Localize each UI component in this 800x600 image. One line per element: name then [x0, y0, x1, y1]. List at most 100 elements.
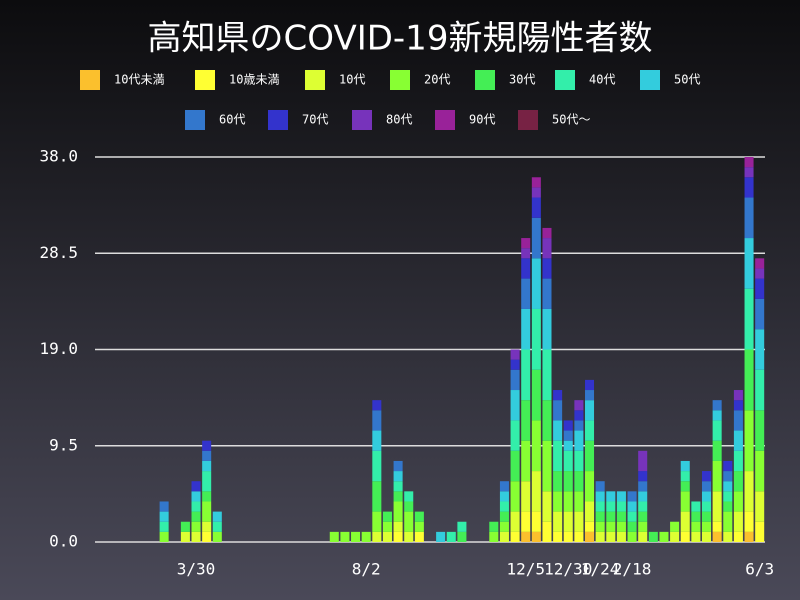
y-tick-label: 28.5 [39, 243, 78, 262]
bar-segment [361, 531, 371, 542]
bar-segment [521, 308, 531, 350]
bar-segment [733, 430, 743, 451]
bar-segment [701, 511, 712, 522]
x-tick-label: 6/3 [745, 560, 774, 579]
legend-swatch [555, 70, 575, 90]
bar-segment [553, 491, 563, 512]
legend-label: 70代 [302, 113, 328, 127]
bar-segment [446, 531, 456, 542]
bar-segment [638, 491, 648, 502]
bar-segment [733, 410, 743, 431]
bar-segment [521, 349, 531, 401]
bar-segment [638, 531, 648, 542]
bar-segment [159, 511, 169, 522]
bar-segment [670, 521, 680, 532]
bar-segment [691, 521, 701, 532]
legend-swatch [80, 70, 100, 90]
bar-segment [393, 521, 403, 532]
legend-label: 10代未満 [114, 73, 164, 87]
bar-segment [744, 531, 754, 542]
bar-segment [744, 238, 754, 289]
bar-segment [616, 501, 626, 512]
bar-segment [755, 369, 765, 411]
bar-segment [542, 349, 552, 401]
bar-segment [436, 531, 446, 542]
bar-segment [542, 521, 552, 542]
bar-segment [585, 420, 595, 441]
bar-segment [733, 471, 743, 492]
bar-segment [404, 511, 414, 532]
bar-segment [510, 420, 520, 451]
bar-segment [159, 521, 169, 532]
bar-segment [712, 440, 722, 461]
bar-segment [606, 511, 616, 522]
legend-label: 40代 [589, 73, 615, 87]
bar-segment [744, 157, 754, 168]
bar-segment [382, 511, 392, 522]
bar-segment [723, 491, 733, 502]
bar-segment [574, 531, 584, 542]
bar-segment [499, 501, 509, 512]
bar-segment [191, 481, 201, 492]
y-tick-label: 38.0 [39, 147, 78, 166]
bar-segment [531, 369, 541, 421]
bar-segment [372, 511, 382, 532]
legend-swatch [518, 110, 538, 130]
legend-swatch [435, 110, 455, 130]
bar-segment [510, 511, 520, 532]
bar-segment [627, 531, 637, 542]
bar-segment [542, 238, 552, 259]
bar-segment [712, 460, 722, 492]
bar-segment [712, 400, 722, 411]
bar-segment [701, 491, 712, 502]
bar-segment [510, 481, 520, 512]
bar-segment [414, 521, 424, 532]
legend-label: 80代 [386, 113, 412, 127]
bar-segment [712, 521, 722, 532]
bar-segment [521, 258, 531, 279]
legend-label: 50代〜 [552, 113, 590, 127]
bar-segment [542, 308, 552, 350]
bar-segment [393, 471, 403, 482]
bar-segment [701, 531, 712, 542]
legend-swatch [352, 110, 372, 130]
bar-segment [521, 531, 531, 542]
bar-segment [585, 400, 595, 421]
bar-segment [180, 521, 190, 532]
bar-segment [691, 511, 701, 522]
bar-segment [563, 430, 573, 441]
bar-segment [553, 511, 563, 532]
bar-segment [606, 491, 616, 502]
bar-segment [744, 197, 754, 239]
legend-swatch [390, 70, 410, 90]
bar-segment [733, 531, 743, 542]
bar-segment [691, 501, 701, 512]
bar-segment [616, 491, 626, 502]
bar-segment [372, 410, 382, 431]
bar-segment [191, 531, 201, 542]
bar-segment [329, 531, 339, 542]
bar-segment [521, 511, 531, 532]
bar-segment [712, 410, 722, 421]
bar-segment [755, 268, 765, 279]
x-tick-label: 2/18 [613, 560, 652, 579]
bar-segment [404, 501, 414, 512]
bar-segment [755, 298, 765, 330]
bar-segment [414, 531, 424, 542]
bar-segment [744, 288, 754, 350]
bar-segment [733, 400, 743, 411]
bar-segment [595, 481, 605, 492]
bar-segment [202, 450, 212, 461]
bar-segment [563, 420, 573, 431]
legend-swatch [640, 70, 660, 90]
bar-segment [574, 450, 584, 472]
bar-segment [372, 400, 382, 411]
bar-segment [542, 227, 552, 239]
bar-segment [202, 531, 212, 542]
bar-segment [638, 450, 648, 472]
bar-segment [574, 491, 584, 512]
bar-segment [701, 501, 712, 512]
bar-segment [340, 531, 350, 542]
bar-segment [701, 471, 712, 482]
bar-segment [712, 420, 722, 441]
